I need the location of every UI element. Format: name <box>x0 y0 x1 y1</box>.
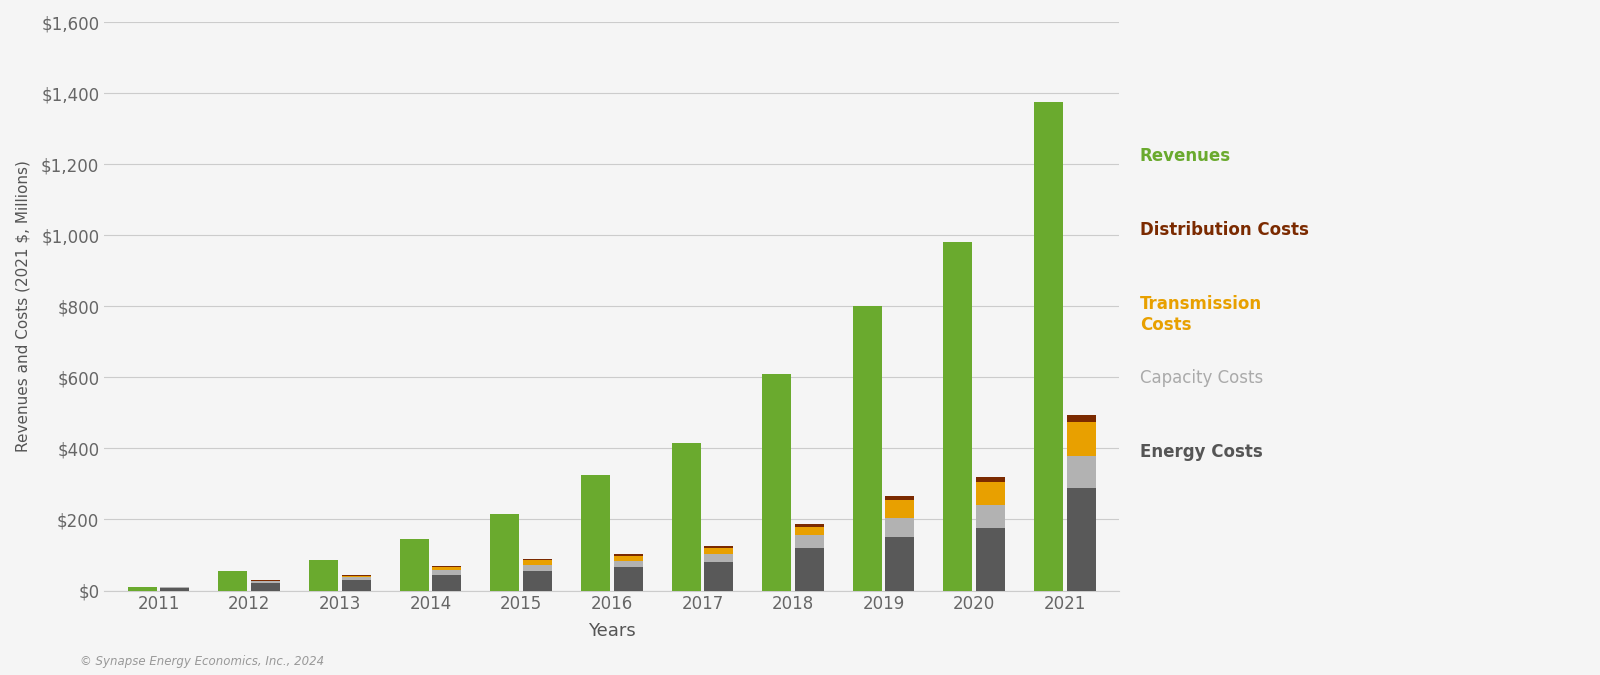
Bar <box>1067 456 1096 487</box>
Bar <box>885 537 915 591</box>
Bar <box>762 374 792 591</box>
Bar <box>1034 102 1062 591</box>
Text: Distribution Costs: Distribution Costs <box>1139 221 1309 239</box>
Bar <box>523 564 552 571</box>
Text: Energy Costs: Energy Costs <box>1139 443 1262 461</box>
Bar <box>581 475 610 591</box>
Bar <box>490 514 520 591</box>
Bar <box>342 576 371 577</box>
Bar <box>795 526 824 535</box>
Bar <box>342 577 371 580</box>
Bar <box>613 554 643 556</box>
Bar <box>976 477 1005 482</box>
Bar <box>432 568 461 570</box>
Bar <box>795 548 824 591</box>
Bar <box>1067 422 1096 456</box>
Bar <box>523 559 552 560</box>
Bar <box>944 242 973 591</box>
Bar <box>432 566 461 568</box>
Bar <box>704 548 733 554</box>
Bar <box>523 571 552 591</box>
Bar <box>885 496 915 500</box>
Bar <box>400 539 429 591</box>
Bar <box>976 482 1005 506</box>
Bar <box>251 581 280 583</box>
Text: Transmission
Costs: Transmission Costs <box>1139 295 1262 333</box>
Text: © Synapse Energy Economics, Inc., 2024: © Synapse Energy Economics, Inc., 2024 <box>80 655 325 668</box>
Bar <box>251 580 280 581</box>
Bar <box>160 588 189 591</box>
Bar <box>976 529 1005 591</box>
Bar <box>160 587 189 588</box>
Bar <box>613 568 643 591</box>
Bar <box>704 554 733 562</box>
Text: Capacity Costs: Capacity Costs <box>1139 369 1262 387</box>
Bar <box>853 306 882 591</box>
Bar <box>885 518 915 537</box>
Bar <box>342 580 371 591</box>
Bar <box>704 546 733 548</box>
Bar <box>613 561 643 568</box>
Bar <box>432 570 461 574</box>
Bar <box>795 524 824 527</box>
Bar <box>976 506 1005 529</box>
Bar <box>219 571 248 591</box>
Bar <box>1067 487 1096 591</box>
Text: Revenues: Revenues <box>1139 147 1230 165</box>
Bar <box>795 535 824 548</box>
Bar <box>251 583 280 591</box>
Bar <box>128 587 157 591</box>
Bar <box>704 562 733 591</box>
Bar <box>672 443 701 591</box>
Y-axis label: Revenues and Costs (2021 $, Millions): Revenues and Costs (2021 $, Millions) <box>14 161 30 452</box>
Bar <box>432 574 461 591</box>
Bar <box>309 560 338 591</box>
Bar <box>613 556 643 561</box>
Bar <box>523 560 552 564</box>
X-axis label: Years: Years <box>587 622 635 640</box>
Bar <box>1067 415 1096 422</box>
Bar <box>885 500 915 518</box>
